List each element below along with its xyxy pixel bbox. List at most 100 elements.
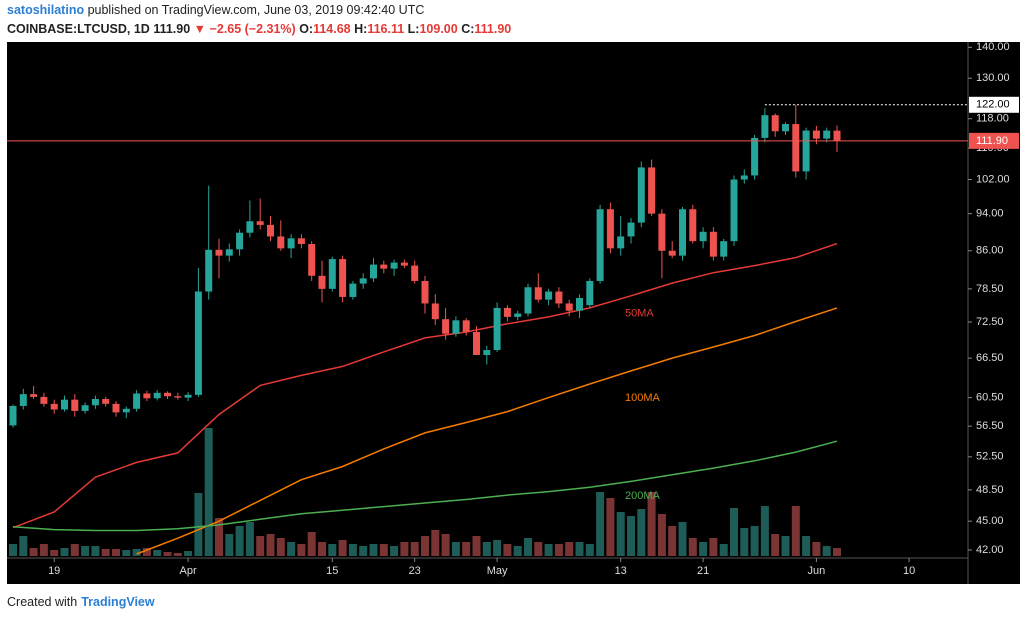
symbol-line: COINBASE:LTCUSD, 1D 111.90 ▼ −2.65 (−2.3… (7, 22, 511, 36)
volume-bar (328, 544, 337, 556)
moving-average (136, 307, 838, 555)
candle-body (627, 222, 635, 237)
candle-body (668, 250, 676, 256)
chart: 50MA100MA200MA140.00130.00118.00110.0010… (7, 41, 1020, 584)
volume-bar (19, 536, 28, 556)
volume-bar (719, 544, 728, 556)
volume-bar (647, 492, 656, 556)
moving-average (12, 242, 838, 529)
candle-body (102, 398, 110, 404)
volume-bar (554, 544, 563, 556)
candle-body (442, 319, 450, 334)
change: −2.65 (−2.31%) (209, 22, 296, 36)
volume-bar (503, 544, 512, 556)
volume-bar (441, 534, 450, 556)
volume-bar (307, 532, 316, 556)
created-with: Created with (7, 595, 78, 609)
volume-bar (60, 548, 69, 556)
volume-bar (369, 544, 378, 556)
y-tick-label: 86.00 (976, 245, 1004, 257)
volume-bar (266, 534, 275, 556)
candle-body (648, 167, 656, 214)
y-tick-label: 60.50 (976, 392, 1004, 404)
y-tick-label: 45.00 (976, 515, 1004, 527)
volume-bar (122, 550, 131, 556)
y-tick-label: 130.00 (976, 72, 1010, 84)
volume-bar (132, 549, 141, 556)
volume-bar (348, 544, 357, 556)
y-tick-label: 66.50 (976, 352, 1004, 364)
volume-bar (215, 518, 223, 556)
volume-bar (400, 542, 409, 556)
ohlc-label: L: (407, 22, 420, 36)
candle-body (782, 124, 789, 132)
candle-body (699, 231, 707, 242)
candle-body (194, 291, 202, 395)
volume-bar (822, 546, 831, 556)
candle-body (308, 244, 316, 276)
ma-label: 200MA (625, 490, 661, 502)
candle-body (349, 283, 357, 297)
candle-body (411, 265, 419, 281)
candle-body (462, 320, 470, 332)
candle-body (143, 393, 151, 399)
last-price: 111.90 (153, 22, 191, 36)
candle-body (555, 291, 563, 304)
price-label: 111.90 (976, 135, 1008, 147)
volume-bar (184, 551, 193, 556)
footer: Created with TradingView (7, 595, 155, 609)
volume-bar (637, 509, 646, 556)
candle-body (812, 130, 820, 139)
candle-body (606, 209, 614, 249)
candle-body (534, 287, 542, 300)
author[interactable]: satoshilatino (7, 3, 85, 17)
candle-body (246, 221, 254, 233)
volume-bar (524, 538, 532, 556)
candle-body (483, 350, 491, 355)
volume-bar (431, 530, 440, 556)
price-label-box (969, 132, 1019, 149)
volume-bar (513, 546, 522, 556)
volume-bar (688, 538, 697, 556)
candle-body (400, 262, 408, 266)
volume-bar (627, 516, 635, 556)
moving-average (12, 440, 838, 532)
candle-body (71, 399, 79, 411)
x-tick-label: 23 (409, 565, 421, 577)
candle-body (91, 398, 99, 406)
candle-body (524, 287, 532, 314)
volume-bar (781, 536, 790, 556)
tradingview-logo[interactable]: TradingView (81, 595, 155, 609)
x-tick-label: 10 (903, 565, 915, 577)
volume-bar (91, 546, 100, 556)
volume-bar (359, 546, 368, 556)
candle-body (740, 175, 748, 180)
candle-body (802, 130, 810, 172)
volume-bar (740, 528, 749, 556)
volume-bar (153, 550, 162, 556)
ohlc-value: 111.90 (474, 22, 512, 36)
ohlc-label: O: (299, 22, 314, 36)
x-tick-label: 21 (697, 565, 709, 577)
volume-bar (833, 548, 841, 556)
volume-bar (235, 526, 244, 556)
candle-body (30, 394, 38, 397)
volume-bar (534, 542, 543, 556)
volume-bar (101, 549, 110, 556)
volume-bar (204, 428, 213, 556)
volume-bar (421, 536, 429, 556)
candle-body (225, 249, 233, 256)
ohlc-value: 109.00 (419, 22, 458, 36)
y-tick-label: 102.00 (976, 173, 1010, 185)
candle-body (81, 405, 89, 411)
candle-body (236, 232, 244, 250)
candle-body (493, 307, 501, 351)
candle-body (359, 278, 367, 284)
volume-bar (9, 544, 17, 556)
volume-bar (112, 549, 120, 556)
candle-body (184, 394, 192, 398)
candle-body (328, 259, 336, 289)
candle-body (339, 259, 347, 297)
volume-bar (812, 542, 821, 556)
y-tick-label: 72.50 (976, 316, 1004, 328)
